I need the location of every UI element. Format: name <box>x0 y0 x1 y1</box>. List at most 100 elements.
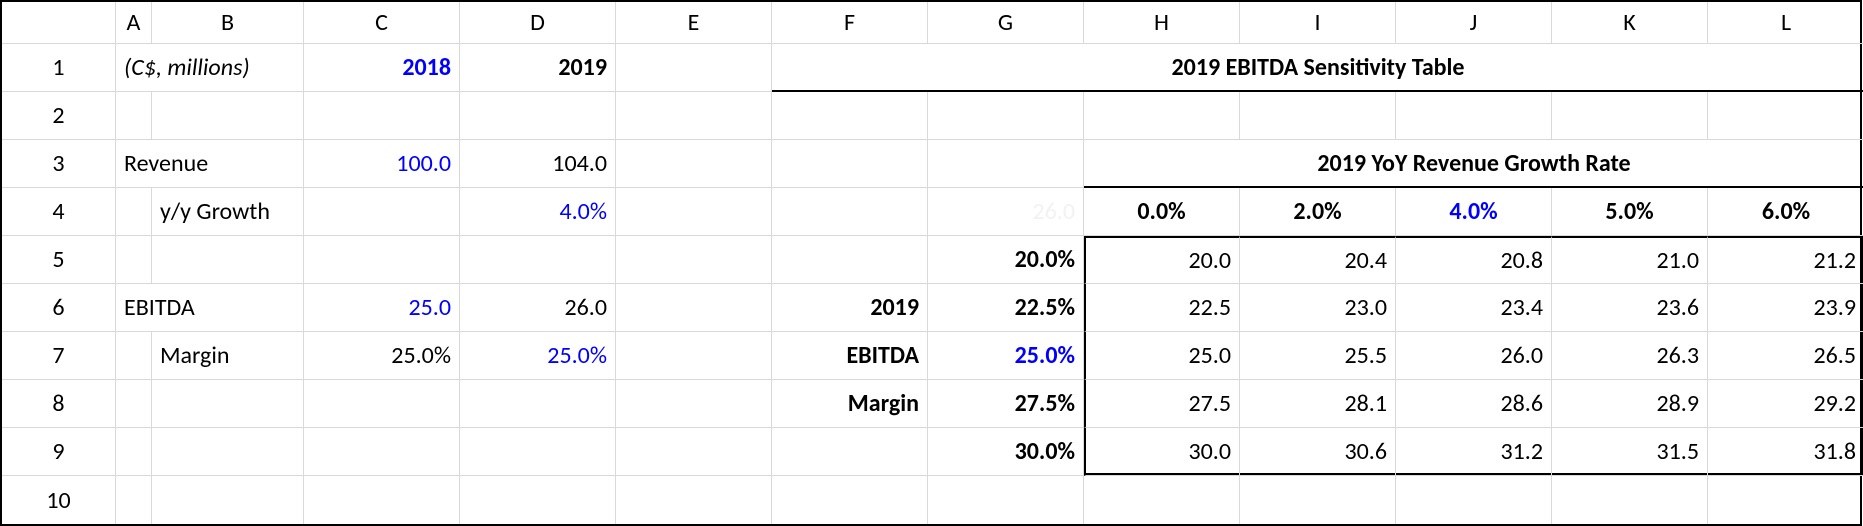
cell-J5-body-0-2[interactable]: 20.8 <box>1396 236 1552 284</box>
cell-K10[interactable] <box>1552 476 1708 524</box>
cell-L4-growth-4[interactable]: 6.0% <box>1708 188 1863 236</box>
cell-H3[interactable] <box>1084 140 1240 188</box>
cell-H5-body-0-0[interactable]: 20.0 <box>1084 236 1240 284</box>
cell-K6-body-1-3[interactable]: 23.6 <box>1552 284 1708 332</box>
cell-B10[interactable] <box>152 476 304 524</box>
cell-B8[interactable] <box>152 380 304 428</box>
cell-L3[interactable] <box>1708 140 1863 188</box>
cell-K2[interactable] <box>1552 92 1708 140</box>
cell-E7[interactable] <box>616 332 772 380</box>
cell-G6-margin-1[interactable]: 22.5% <box>928 284 1084 332</box>
row-header-8[interactable]: 8 <box>2 380 116 428</box>
cell-K8-body-3-3[interactable]: 28.9 <box>1552 380 1708 428</box>
col-header-A[interactable]: A <box>116 2 152 44</box>
row-header-9[interactable]: 9 <box>2 428 116 476</box>
cell-C2[interactable] <box>304 92 460 140</box>
cell-A8[interactable] <box>116 380 152 428</box>
cell-G8-margin-3[interactable]: 27.5% <box>928 380 1084 428</box>
cell-D8[interactable] <box>460 380 616 428</box>
cell-D5[interactable] <box>460 236 616 284</box>
cell-C5[interactable] <box>304 236 460 284</box>
cell-C4[interactable] <box>304 188 460 236</box>
col-header-G[interactable]: G <box>928 2 1084 44</box>
cell-G2[interactable] <box>928 92 1084 140</box>
cell-B3[interactable] <box>152 140 304 188</box>
cell-H6-body-1-0[interactable]: 22.5 <box>1084 284 1240 332</box>
cell-G5-margin-0[interactable]: 20.0% <box>928 236 1084 284</box>
cell-I2[interactable] <box>1240 92 1396 140</box>
cell-B9[interactable] <box>152 428 304 476</box>
cell-H4-growth-0[interactable]: 0.0% <box>1084 188 1240 236</box>
cell-H10[interactable] <box>1084 476 1240 524</box>
cell-F9[interactable] <box>772 428 928 476</box>
cell-A3-revenue-label[interactable]: Revenue <box>116 140 152 188</box>
cell-G7-margin-2[interactable]: 25.0% <box>928 332 1084 380</box>
cell-F10[interactable] <box>772 476 928 524</box>
cell-A2[interactable] <box>116 92 152 140</box>
cell-C3-revenue-2018[interactable]: 100.0 <box>304 140 460 188</box>
cell-E10[interactable] <box>616 476 772 524</box>
cell-K7-body-2-3[interactable]: 26.3 <box>1552 332 1708 380</box>
col-header-I[interactable]: I <box>1240 2 1396 44</box>
cell-A7[interactable] <box>116 332 152 380</box>
cell-E3[interactable] <box>616 140 772 188</box>
cell-D3-revenue-2019[interactable]: 104.0 <box>460 140 616 188</box>
cell-A5[interactable] <box>116 236 152 284</box>
row-header-6[interactable]: 6 <box>2 284 116 332</box>
cell-D4-yoy-growth-2019[interactable]: 4.0% <box>460 188 616 236</box>
cell-I1-sensitivity-title[interactable]: 2019 EBITDA Sensitivity Table <box>1240 44 1396 92</box>
cell-K9-body-4-3[interactable]: 31.5 <box>1552 428 1708 476</box>
cell-E4[interactable] <box>616 188 772 236</box>
cell-D2[interactable] <box>460 92 616 140</box>
cell-C8[interactable] <box>304 380 460 428</box>
cell-I9-body-4-1[interactable]: 30.6 <box>1240 428 1396 476</box>
cell-D9[interactable] <box>460 428 616 476</box>
cell-F6-margin-title-1[interactable]: 2019 <box>772 284 928 332</box>
cell-C7-margin-2018[interactable]: 25.0% <box>304 332 460 380</box>
col-header-H[interactable]: H <box>1084 2 1240 44</box>
cell-A9[interactable] <box>116 428 152 476</box>
col-header-B[interactable]: B <box>152 2 304 44</box>
cell-E5[interactable] <box>616 236 772 284</box>
cell-B4-yoy-growth-label[interactable]: y/y Growth <box>152 188 304 236</box>
cell-A4[interactable] <box>116 188 152 236</box>
cell-B1-units-label[interactable]: (C$, millions) <box>152 44 304 92</box>
cell-K3[interactable] <box>1552 140 1708 188</box>
cell-F3[interactable] <box>772 140 928 188</box>
cell-D10[interactable] <box>460 476 616 524</box>
cell-G10[interactable] <box>928 476 1084 524</box>
cell-C6-ebitda-2018[interactable]: 25.0 <box>304 284 460 332</box>
cell-I5-body-0-1[interactable]: 20.4 <box>1240 236 1396 284</box>
cell-A10[interactable] <box>116 476 152 524</box>
cell-K1[interactable] <box>1552 44 1708 92</box>
cell-I7-body-2-1[interactable]: 25.5 <box>1240 332 1396 380</box>
cell-F2[interactable] <box>772 92 928 140</box>
cell-H2[interactable] <box>1084 92 1240 140</box>
row-header-5[interactable]: 5 <box>2 236 116 284</box>
col-header-K[interactable]: K <box>1552 2 1708 44</box>
cell-F1[interactable] <box>772 44 928 92</box>
cell-I8-body-3-1[interactable]: 28.1 <box>1240 380 1396 428</box>
cell-E6[interactable] <box>616 284 772 332</box>
cell-F7-margin-title-2[interactable]: EBITDA <box>772 332 928 380</box>
cell-A6-ebitda-label[interactable]: EBITDA <box>116 284 152 332</box>
cell-B7-margin-label[interactable]: Margin <box>152 332 304 380</box>
cell-D1-year-2019[interactable]: 2019 <box>460 44 616 92</box>
cell-L5-body-0-4[interactable]: 21.2 <box>1708 236 1863 284</box>
cell-L7-body-2-4[interactable]: 26.5 <box>1708 332 1863 380</box>
row-header-7[interactable]: 7 <box>2 332 116 380</box>
cell-H9-body-4-0[interactable]: 30.0 <box>1084 428 1240 476</box>
col-header-E[interactable]: E <box>616 2 772 44</box>
cell-L2[interactable] <box>1708 92 1863 140</box>
col-header-J[interactable]: J <box>1396 2 1552 44</box>
cell-B2[interactable] <box>152 92 304 140</box>
cell-C9[interactable] <box>304 428 460 476</box>
cell-E2[interactable] <box>616 92 772 140</box>
cell-J8-body-3-2[interactable]: 28.6 <box>1396 380 1552 428</box>
cell-J3-growth-title[interactable]: 2019 YoY Revenue Growth Rate <box>1396 140 1552 188</box>
cell-J2[interactable] <box>1396 92 1552 140</box>
cell-J10[interactable] <box>1396 476 1552 524</box>
col-header-F[interactable]: F <box>772 2 928 44</box>
cell-K5-body-0-3[interactable]: 21.0 <box>1552 236 1708 284</box>
cell-G1[interactable] <box>928 44 1084 92</box>
